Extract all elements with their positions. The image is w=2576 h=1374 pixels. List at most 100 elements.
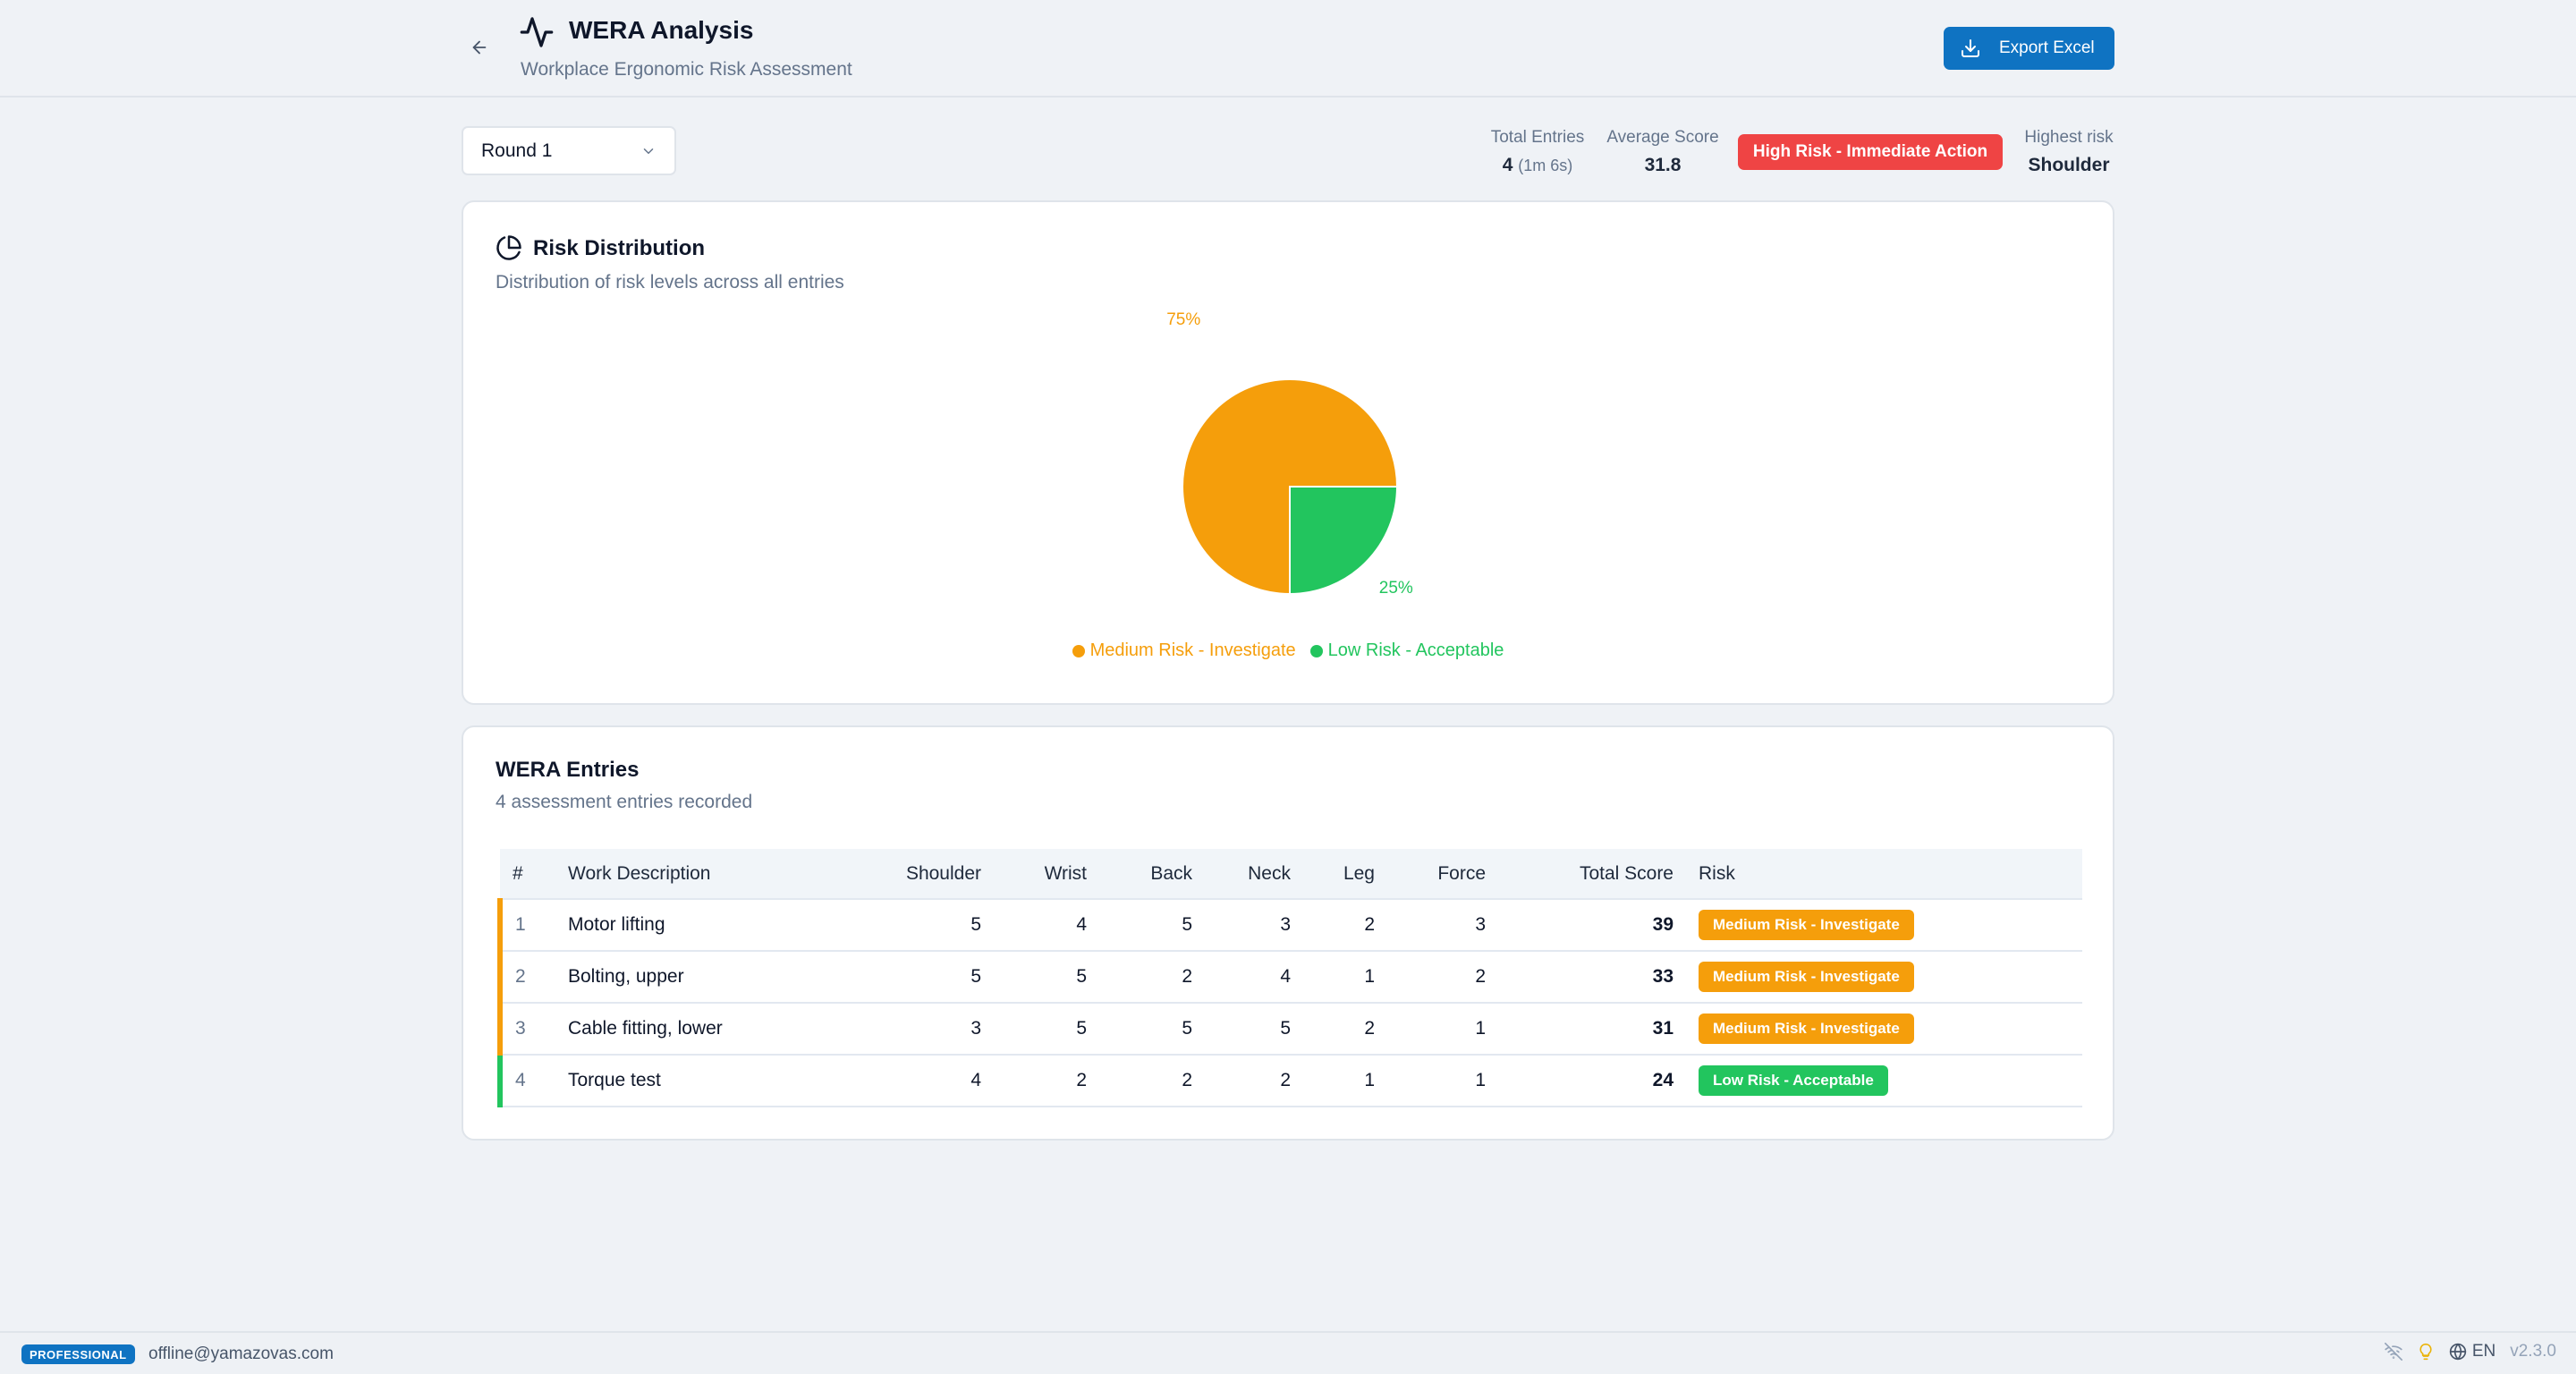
- cell-index: 1: [497, 899, 555, 952]
- cell-description: Torque test: [555, 1055, 877, 1107]
- legend-label-low: Low Risk - Acceptable: [1327, 640, 1504, 660]
- legend-swatch-low: [1309, 644, 1323, 657]
- risk-distribution-title: Risk Distribution: [533, 236, 706, 260]
- cell-back: 5: [1099, 899, 1205, 952]
- cell-shoulder: 3: [877, 1003, 994, 1056]
- user-email: offline@yamazovas.com: [148, 1344, 334, 1363]
- export-excel-label: Export Excel: [1999, 38, 2095, 57]
- risk-badge: Medium Risk - Investigate: [1699, 910, 1914, 940]
- download-icon: [1962, 39, 1979, 57]
- risk-badge: Low Risk - Acceptable: [1699, 1065, 1888, 1096]
- chart-legend: Medium Risk - Investigate Low Risk - Acc…: [463, 640, 2113, 661]
- pie-chart-icon: [496, 235, 521, 260]
- globe-icon: [2449, 1343, 2466, 1361]
- export-excel-button[interactable]: Export Excel: [1944, 27, 2114, 70]
- col-header-back[interactable]: Back: [1099, 849, 1205, 900]
- wifi-off-icon[interactable]: [2384, 1343, 2402, 1361]
- language-switcher[interactable]: EN: [2449, 1342, 2496, 1361]
- chevron-down-icon: [643, 148, 654, 154]
- risk-badge: Medium Risk - Investigate: [1699, 962, 1914, 992]
- stat-total-entries-label: Total Entries: [1490, 128, 1585, 147]
- stat-highest-risk-label: Highest risk: [2024, 128, 2114, 147]
- risk-pie-chart: 75% 25%: [1166, 310, 1413, 598]
- stat-average-score: Average Score 31.8: [1605, 128, 1721, 176]
- table-row[interactable]: 4 Torque test 4 2 2 2 1 1 24 Low Risk - …: [497, 1055, 2082, 1107]
- risk-distribution-subtitle: Distribution of risk levels across all e…: [496, 272, 844, 293]
- col-header-wrist[interactable]: Wrist: [994, 849, 1099, 900]
- table-row[interactable]: 2 Bolting, upper 5 5 2 4 1 2 33 Medium R…: [497, 951, 2082, 1004]
- cell-shoulder: 4: [877, 1055, 994, 1107]
- cell-wrist: 5: [994, 1003, 1099, 1056]
- col-header-neck[interactable]: Neck: [1205, 849, 1303, 900]
- arrow-left-icon: [472, 40, 487, 55]
- cell-description: Motor lifting: [555, 899, 877, 952]
- cell-force: 1: [1387, 1003, 1498, 1056]
- cell-neck: 2: [1205, 1055, 1303, 1107]
- table-row[interactable]: 1 Motor lifting 5 4 5 3 2 3 39 Medium Ri…: [497, 899, 2082, 952]
- cell-total-score: 31: [1498, 1003, 1686, 1056]
- stat-total-entries-time: (1m 6s): [1518, 157, 1573, 174]
- language-label: EN: [2471, 1342, 2496, 1361]
- cell-leg: 2: [1303, 1003, 1387, 1056]
- cell-back: 2: [1099, 951, 1205, 1004]
- table-header-row: # Work Description Shoulder Wrist Back N…: [500, 849, 2082, 900]
- cell-back: 2: [1099, 1055, 1205, 1107]
- cell-description: Cable fitting, lower: [555, 1003, 877, 1056]
- stat-total-entries-value: 4: [1502, 155, 1513, 175]
- pie-slice-medium[interactable]: [1182, 378, 1399, 596]
- legend-swatch-medium: [1072, 644, 1085, 657]
- cell-total-score: 24: [1498, 1055, 1686, 1107]
- stat-highest-risk: Highest risk Shoulder: [2018, 128, 2120, 176]
- cell-wrist: 5: [994, 951, 1099, 1004]
- cell-wrist: 4: [994, 899, 1099, 952]
- cell-shoulder: 5: [877, 951, 994, 1004]
- cell-leg: 2: [1303, 899, 1387, 952]
- status-bar: PROFESSIONAL offline@yamazovas.com EN v2…: [0, 1331, 2576, 1374]
- col-header-total[interactable]: Total Score: [1498, 849, 1686, 900]
- page-subtitle: Workplace Ergonomic Risk Assessment: [521, 59, 852, 80]
- page-title: WERA Analysis: [569, 16, 754, 44]
- app-version: v2.3.0: [2510, 1342, 2556, 1361]
- col-header-leg[interactable]: Leg: [1303, 849, 1387, 900]
- legend-label-medium: Medium Risk - Investigate: [1089, 640, 1296, 660]
- col-header-description[interactable]: Work Description: [555, 849, 877, 900]
- table-row[interactable]: 3 Cable fitting, lower 3 5 5 5 2 1 31 Me…: [497, 1003, 2082, 1056]
- wera-entries-subtitle: 4 assessment entries recorded: [496, 792, 753, 812]
- stat-total-entries: Total Entries 4 (1m 6s): [1488, 128, 1587, 176]
- cell-neck: 5: [1205, 1003, 1303, 1056]
- cell-total-score: 33: [1498, 951, 1686, 1004]
- cell-back: 5: [1099, 1003, 1205, 1056]
- risk-badge: Medium Risk - Investigate: [1699, 1014, 1914, 1044]
- col-header-index[interactable]: #: [500, 849, 555, 900]
- col-header-shoulder[interactable]: Shoulder: [877, 849, 994, 900]
- cell-index: 2: [497, 951, 555, 1004]
- round-select-value: Round 1: [481, 140, 553, 161]
- back-button[interactable]: [462, 32, 497, 63]
- cell-shoulder: 5: [877, 899, 994, 952]
- app-header: WERA Analysis Workplace Ergonomic Risk A…: [0, 0, 2576, 98]
- pie-label-low: 25%: [1379, 579, 1413, 598]
- cell-total-score: 39: [1498, 899, 1686, 952]
- cell-force: 1: [1387, 1055, 1498, 1107]
- cell-index: 4: [497, 1055, 555, 1107]
- stat-highest-risk-value: Shoulder: [2028, 155, 2110, 175]
- legend-item-medium[interactable]: Medium Risk - Investigate: [1072, 640, 1296, 661]
- legend-item-low[interactable]: Low Risk - Acceptable: [1309, 640, 1504, 661]
- activity-icon: [520, 17, 554, 47]
- lightbulb-icon[interactable]: [2417, 1343, 2435, 1361]
- overall-risk-badge: High Risk - Immediate Action: [1738, 134, 2003, 170]
- stat-average-score-value: 31.8: [1644, 155, 1682, 175]
- wera-entries-card: WERA Entries 4 assessment entries record…: [462, 725, 2114, 1141]
- cell-neck: 3: [1205, 899, 1303, 952]
- cell-neck: 4: [1205, 951, 1303, 1004]
- cell-force: 2: [1387, 951, 1498, 1004]
- plan-badge: PROFESSIONAL: [21, 1344, 135, 1364]
- cell-index: 3: [497, 1003, 555, 1056]
- round-select[interactable]: Round 1: [462, 126, 676, 175]
- col-header-force[interactable]: Force: [1387, 849, 1498, 900]
- cell-force: 3: [1387, 899, 1498, 952]
- risk-distribution-card: Risk Distribution Distribution of risk l…: [462, 200, 2114, 705]
- col-header-risk[interactable]: Risk: [1686, 849, 2082, 900]
- pie-slice-low[interactable]: [1289, 486, 1399, 596]
- entries-table: # Work Description Shoulder Wrist Back N…: [497, 849, 2082, 1107]
